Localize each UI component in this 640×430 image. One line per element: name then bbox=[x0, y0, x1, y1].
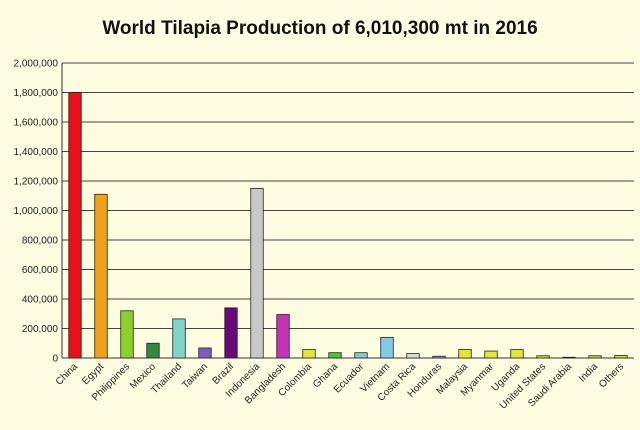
bar bbox=[614, 355, 628, 359]
bar bbox=[562, 356, 576, 359]
bar bbox=[328, 352, 342, 359]
bar bbox=[588, 355, 602, 359]
bar bbox=[68, 92, 82, 359]
y-tick-label: 1,200,000 bbox=[14, 177, 59, 188]
bar bbox=[198, 347, 212, 359]
bar bbox=[380, 336, 394, 359]
y-tick-label: 2,000,000 bbox=[14, 59, 59, 70]
y-tick-label: 0 bbox=[52, 354, 58, 365]
x-category-label: China bbox=[54, 361, 81, 388]
bar bbox=[406, 353, 420, 359]
bar bbox=[354, 352, 368, 359]
bar bbox=[172, 318, 186, 359]
bar bbox=[510, 349, 524, 359]
bar bbox=[458, 349, 472, 359]
y-tick-label: 1,800,000 bbox=[14, 88, 59, 99]
bar bbox=[146, 342, 160, 359]
bar bbox=[302, 349, 316, 359]
chart-title: World Tilapia Production of 6,010,300 mt… bbox=[102, 18, 538, 39]
bar bbox=[224, 307, 238, 359]
y-tick-label: 400,000 bbox=[22, 295, 59, 306]
bar bbox=[120, 310, 134, 359]
x-category-label: Others bbox=[597, 361, 626, 390]
y-tick-label: 800,000 bbox=[22, 236, 59, 247]
y-tick-label: 1,000,000 bbox=[14, 206, 59, 217]
y-tick-label: 200,000 bbox=[22, 324, 59, 335]
x-category-label: Taiwan bbox=[180, 361, 210, 391]
bar bbox=[484, 350, 498, 359]
x-category-label: India bbox=[577, 361, 600, 384]
bar bbox=[536, 355, 550, 359]
bar bbox=[250, 187, 264, 359]
bar bbox=[432, 355, 446, 359]
y-tick-label: 1,400,000 bbox=[14, 147, 59, 158]
bar bbox=[94, 193, 108, 359]
y-tick-label: 600,000 bbox=[22, 265, 59, 276]
bar bbox=[276, 314, 290, 359]
y-tick-label: 1,600,000 bbox=[14, 118, 59, 129]
